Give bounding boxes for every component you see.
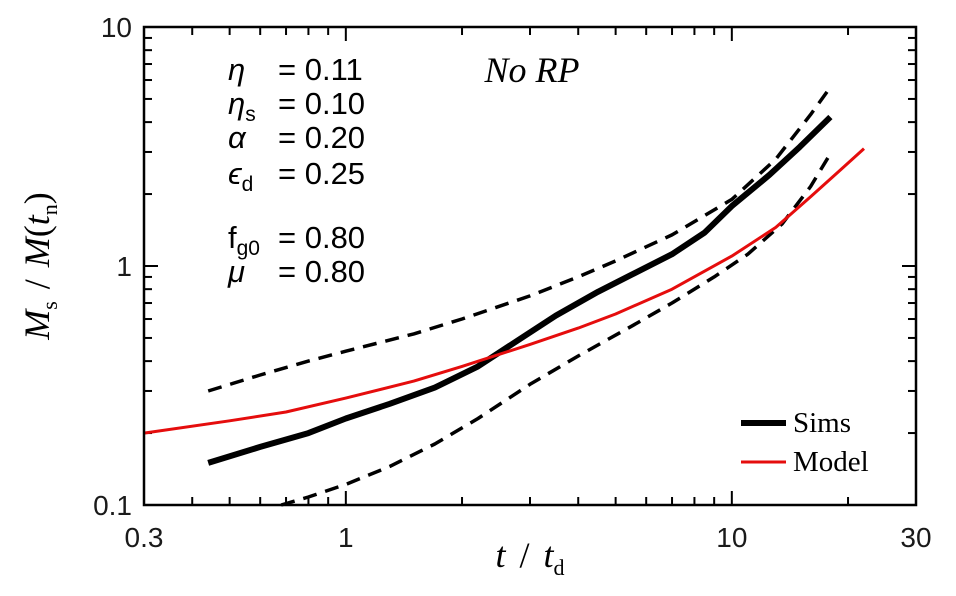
parameter-symbol: μ	[227, 254, 245, 289]
parameter-symbol: ηs	[228, 86, 256, 126]
parameter-row: ηs = 0.10	[228, 86, 365, 126]
y-axis-title: Ms/M(tn)	[17, 192, 62, 341]
parameter-value: = 0.10	[278, 86, 365, 121]
y-tick-label: 1	[116, 251, 132, 282]
parameter-symbol: fg0	[228, 220, 260, 260]
parameter-value: = 0.11	[278, 52, 363, 87]
axis-ticks	[143, 27, 916, 505]
series-line-sims	[207, 114, 833, 466]
x-tick-label: 1	[338, 522, 354, 553]
parameter-symbol: α	[228, 120, 247, 155]
parameter-row: ϵd = 0.25	[228, 156, 365, 196]
series-line-sims-upper	[207, 86, 832, 393]
tick-labels: 0.3 1 10 30 0.1 1 10	[93, 12, 932, 553]
series-line-sims-lower	[280, 152, 832, 507]
y-tick-label: 10	[101, 12, 132, 43]
parameter-value: = 0.80	[278, 254, 365, 289]
parameter-row: μ = 0.80	[227, 254, 365, 289]
parameter-symbol: ϵd	[228, 156, 253, 196]
x-tick-label: 0.3	[125, 522, 164, 553]
x-tick-label: 10	[716, 522, 747, 553]
plot-frame	[142, 25, 918, 507]
x-tick-label: 30	[900, 522, 931, 553]
chart-title: No RP	[484, 50, 580, 90]
legend-label-model: Model	[793, 446, 869, 478]
x-axis-title: t / td	[495, 535, 564, 580]
y-tick-label: 0.1	[93, 490, 132, 521]
parameter-row: fg0 = 0.80	[228, 220, 365, 260]
parameter-value: = 0.80	[278, 220, 365, 255]
parameter-value: = 0.20	[278, 120, 365, 155]
parameter-symbol: η	[228, 52, 245, 87]
series-line-model	[143, 147, 866, 435]
series-layer	[143, 86, 866, 507]
legend-label-sims: Sims	[793, 407, 851, 439]
parameter-value: = 0.25	[278, 156, 365, 191]
parameter-row: α = 0.20	[228, 120, 365, 155]
parameter-row: η = 0.11	[228, 52, 363, 87]
legend: Sims Model	[741, 407, 869, 478]
